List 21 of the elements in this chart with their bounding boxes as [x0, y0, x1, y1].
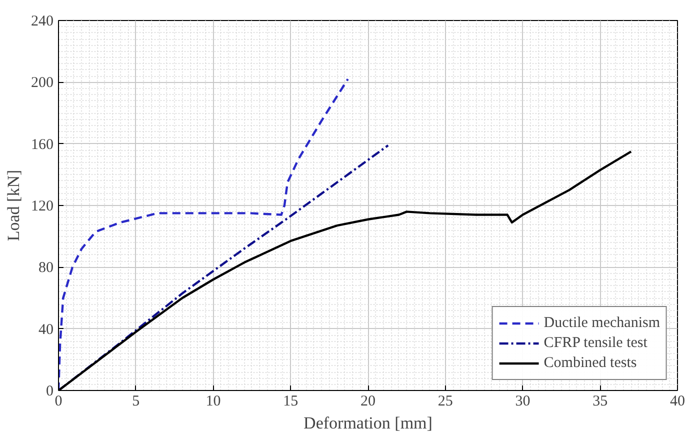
legend-label: CFRP tensile test: [544, 334, 648, 352]
x-axis-title: Deformation [mm]: [304, 414, 432, 432]
line-series: [58, 78, 349, 390]
y-tick-label: 120: [31, 198, 54, 214]
legend-label: Ductile mechanism: [544, 314, 660, 332]
y-tick-label: 200: [31, 75, 54, 92]
x-tick-label: 15: [283, 394, 298, 410]
y-tick-label: 80: [38, 260, 54, 276]
x-tick-label: 20: [360, 394, 376, 410]
y-tick-label: 0: [46, 384, 54, 400]
y-tick-label: 240: [31, 14, 54, 30]
y-axis-title: Load [kN]: [4, 170, 23, 242]
x-tick-label: 10: [206, 394, 221, 410]
x-tick-label: 25: [438, 394, 453, 410]
x-tick-label: 5: [132, 394, 140, 410]
x-tick-label: 40: [670, 394, 685, 410]
y-tick-label: 40: [38, 322, 54, 338]
y-tick-label: 160: [31, 136, 54, 153]
x-tick-label: 30: [515, 394, 530, 410]
x-tick-label: 35: [592, 394, 608, 410]
legend-label: Combined tests: [544, 354, 637, 372]
